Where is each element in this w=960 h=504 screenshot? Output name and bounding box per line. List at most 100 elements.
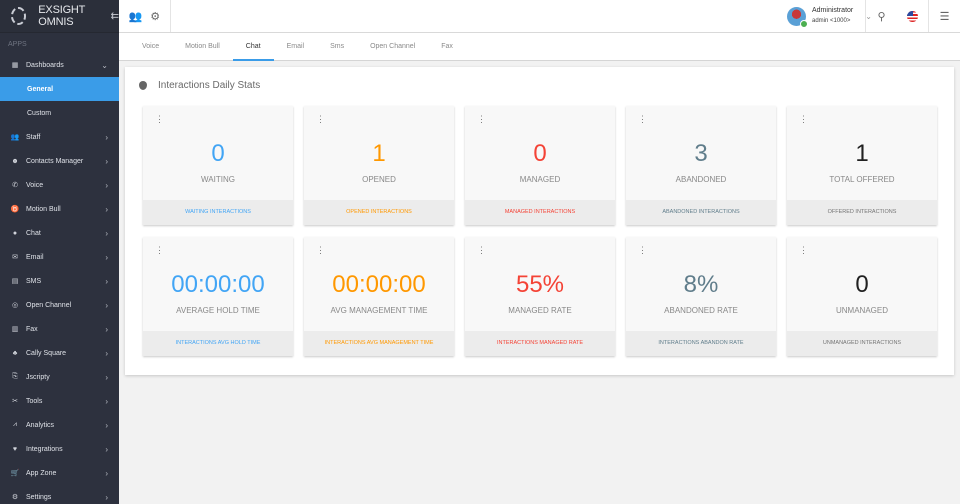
stat-footer-link[interactable]: MANAGED INTERACTIONS <box>465 200 615 225</box>
stat-footer-link[interactable]: UNMANAGED INTERACTIONS <box>787 331 937 356</box>
sidebar-item-voice[interactable]: ✆ Voice › <box>0 173 119 197</box>
tab-voice[interactable]: Voice <box>142 43 160 50</box>
more-vert-icon[interactable]: ⋮ <box>155 114 164 124</box>
more-vert-icon[interactable]: ⋮ <box>477 114 486 124</box>
stat-card-managed: ⋮ 0 MANAGED MANAGED INTERACTIONS <box>465 106 615 225</box>
tab-chat[interactable]: Chat <box>232 33 274 61</box>
sidebar-item-settings[interactable]: ⚙ Settings › <box>0 485 119 504</box>
user-name: Administrator <box>812 7 854 14</box>
sidebar-item-motion-bull[interactable]: ♉ Motion Bull › <box>0 197 119 221</box>
stat-footer-link[interactable]: OFFERED INTERACTIONS <box>787 200 937 225</box>
sidebar-item-integrations[interactable]: ♥ Integrations › <box>0 437 119 461</box>
sidebar-item-analytics[interactable]: ⩘ Analytics › <box>0 413 119 437</box>
gear-icon[interactable]: ⚙ <box>150 10 161 23</box>
hierarchy-icon: ♣ <box>12 349 18 357</box>
stat-footer-link[interactable]: INTERACTIONS ABANDON RATE <box>626 331 776 356</box>
tab-email[interactable]: Email <box>286 43 305 50</box>
panel-header: Interactions Daily Stats <box>125 67 954 103</box>
script-icon: ⎘ <box>12 373 18 380</box>
topbar: 👥 ⚙ Administrator admin <1000> ⌄ ⚲ ☰ <box>119 0 960 33</box>
more-vert-icon[interactable]: ⋮ <box>316 245 325 255</box>
stats-panel: Interactions Daily Stats ⋮ 0 WAITING WAITIN… <box>125 67 954 375</box>
sidebar-item-label: Settings <box>26 493 52 501</box>
stat-label: MANAGED <box>519 175 561 184</box>
search-icon: ⚲ <box>877 10 886 23</box>
more-vert-icon[interactable]: ⋮ <box>799 245 808 255</box>
sidebar-item-label: Integrations <box>26 445 63 453</box>
stat-footer-link[interactable]: ABANDONED INTERACTIONS <box>626 200 776 225</box>
language-button[interactable] <box>897 10 928 22</box>
tab-fax[interactable]: Fax <box>441 43 453 50</box>
chevron-right-icon: › <box>105 420 108 430</box>
more-vert-icon[interactable]: ⋮ <box>316 114 325 124</box>
divider <box>865 0 866 32</box>
sidebar-item-jscripty[interactable]: ⎘ Jscripty › <box>0 365 119 389</box>
sidebar-item-open-channel[interactable]: ◎ Open Channel › <box>0 293 119 317</box>
chevron-right-icon: › <box>105 348 108 358</box>
more-vert-icon[interactable]: ⋮ <box>799 114 808 124</box>
sidebar-subitem-custom[interactable]: Custom <box>27 109 52 117</box>
stat-footer-link[interactable]: WAITING INTERACTIONS <box>143 200 293 225</box>
sidebar-item-app-zone[interactable]: 🛒 App Zone › <box>0 461 119 485</box>
more-vert-icon[interactable]: ⋮ <box>155 245 164 255</box>
tab-open-channel[interactable]: Open Channel <box>370 43 416 50</box>
stat-footer-link[interactable]: OPENED INTERACTIONS <box>304 200 454 225</box>
chevron-right-icon: › <box>105 276 108 286</box>
stat-card-opened: ⋮ 1 OPENED OPENED INTERACTIONS <box>304 106 454 225</box>
stat-label: TOTAL OFFERED <box>829 175 895 184</box>
sidebar-item-label: Tools <box>26 397 43 405</box>
stat-value: 00:00:00 <box>171 271 265 298</box>
panel-title: Interactions Daily Stats <box>158 79 261 91</box>
user-menu[interactable]: Administrator admin <1000> ⌄ <box>787 0 872 32</box>
more-vert-icon[interactable]: ⋮ <box>638 114 647 124</box>
sidebar-item-label: Email <box>26 253 44 261</box>
us-flag-icon <box>907 10 918 22</box>
user-extension: admin <1000> <box>812 18 851 24</box>
chevron-right-icon: › <box>105 204 108 214</box>
stat-label: AVG MANAGEMENT TIME <box>330 306 428 315</box>
sidebar-subitem-general[interactable]: General <box>0 77 119 101</box>
sidebar-item-cally-square[interactable]: ♣ Cally Square › <box>0 341 119 365</box>
sidebar-item-contacts-manager[interactable]: ☻ Contacts Manager › <box>0 149 119 173</box>
sidebar-item-label: App Zone <box>26 469 57 477</box>
chevron-down-icon: ⌄ <box>101 60 108 70</box>
sidebar-item-email[interactable]: ✉ Email › <box>0 245 119 269</box>
sidebar-item-chat[interactable]: ● Chat › <box>0 221 119 245</box>
people-icon[interactable]: 👥 <box>128 10 143 23</box>
search-button[interactable]: ⚲ <box>866 10 897 23</box>
sidebar: EXSIGHT OMNIS ⇇ APPS ▦ Dashboards ⌄ Gene… <box>0 0 119 504</box>
sidebar-item-sms[interactable]: ▤ SMS › <box>0 269 119 293</box>
sidebar-item-staff[interactable]: 👥 Staff › <box>0 125 119 149</box>
stat-label: ABANDONED <box>675 175 727 184</box>
stat-footer-link[interactable]: INTERACTIONS AVG MANAGEMENT TIME <box>304 331 454 356</box>
chevron-right-icon: › <box>105 252 108 262</box>
more-vert-icon[interactable]: ⋮ <box>638 245 647 255</box>
chevron-right-icon: › <box>105 228 108 238</box>
sidebar-item-dashboards[interactable]: ▦ Dashboards ⌄ <box>0 53 119 77</box>
chevron-right-icon: › <box>105 468 108 478</box>
sidebar-item-fax[interactable]: ▥ Fax › <box>0 317 119 341</box>
contact-icon: ☻ <box>11 157 19 165</box>
sidebar-item-label: Fax <box>26 325 38 333</box>
stat-card-total-offered: ⋮ 1 TOTAL OFFERED OFFERED INTERACTIONS <box>787 106 937 225</box>
sidebar-item-label: SMS <box>26 277 42 285</box>
stat-label: WAITING <box>201 175 235 184</box>
tab-sms[interactable]: Sms <box>330 43 345 50</box>
tab-motion-bull[interactable]: Motion Bull <box>185 43 220 50</box>
section-label: APPS <box>8 41 27 48</box>
more-vert-icon[interactable]: ⋮ <box>477 245 486 255</box>
chevron-down-icon: ⌄ <box>865 11 872 21</box>
chat-icon <box>139 80 147 90</box>
chat-icon: ● <box>12 229 18 237</box>
menu-button[interactable]: ☰ <box>929 10 960 23</box>
sidebar-item-tools[interactable]: ✂ Tools › <box>0 389 119 413</box>
sidebar-item-label: Contacts Manager <box>26 157 84 165</box>
stat-footer-link[interactable]: INTERACTIONS AVG HOLD TIME <box>143 331 293 356</box>
stat-footer-link[interactable]: INTERACTIONS MANAGED RATE <box>465 331 615 356</box>
sidebar-item-label: Staff <box>26 133 41 141</box>
brand-name: EXSIGHT OMNIS <box>38 4 85 28</box>
stat-value: 00:00:00 <box>332 271 426 298</box>
collapse-sidebar-icon[interactable]: ⇇ <box>110 10 119 22</box>
open-channel-icon: ◎ <box>11 302 19 309</box>
stat-value: 0 <box>855 271 869 298</box>
